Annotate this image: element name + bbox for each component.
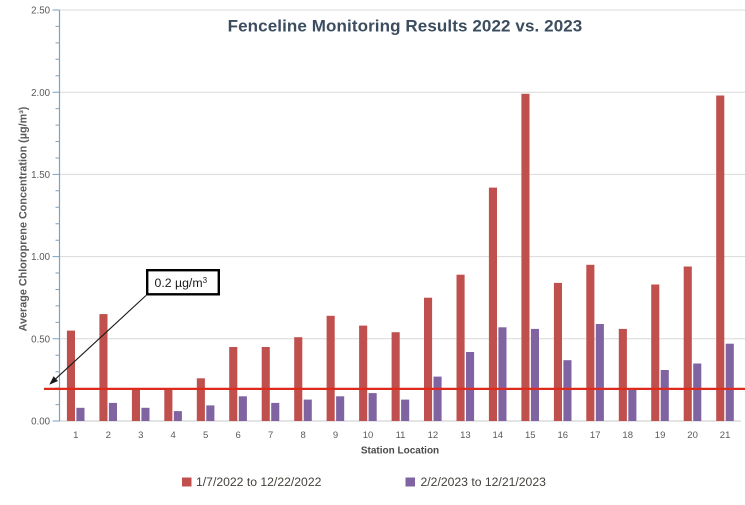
svg-text:20: 20 bbox=[687, 430, 698, 441]
svg-text:4: 4 bbox=[171, 430, 176, 441]
svg-text:18: 18 bbox=[622, 430, 633, 441]
svg-text:2.00: 2.00 bbox=[31, 88, 50, 99]
svg-text:Average Chloroprene Concentrat: Average Chloroprene Concentration (µg/m³… bbox=[18, 106, 30, 331]
svg-text:15: 15 bbox=[525, 430, 536, 441]
svg-text:0.2 µg/m3: 0.2 µg/m3 bbox=[155, 276, 208, 290]
svg-text:16: 16 bbox=[558, 430, 569, 441]
svg-text:17: 17 bbox=[590, 430, 601, 441]
svg-text:10: 10 bbox=[363, 430, 374, 441]
svg-text:1: 1 bbox=[73, 430, 78, 441]
svg-text:0.50: 0.50 bbox=[31, 334, 50, 345]
svg-text:19: 19 bbox=[655, 430, 666, 441]
svg-text:Fenceline Monitoring Results 2: Fenceline Monitoring Results 2022 vs. 20… bbox=[228, 17, 583, 36]
svg-text:5: 5 bbox=[203, 430, 208, 441]
svg-text:14: 14 bbox=[493, 430, 504, 441]
svg-text:12: 12 bbox=[428, 430, 439, 441]
svg-text:13: 13 bbox=[460, 430, 471, 441]
svg-text:2: 2 bbox=[106, 430, 111, 441]
svg-text:6: 6 bbox=[236, 430, 241, 441]
svg-text:0.00: 0.00 bbox=[31, 417, 50, 428]
svg-text:3: 3 bbox=[138, 430, 143, 441]
svg-text:7: 7 bbox=[268, 430, 273, 441]
svg-text:1/7/2022 to 12/22/2022: 1/7/2022 to 12/22/2022 bbox=[196, 475, 322, 489]
svg-text:Station Location: Station Location bbox=[361, 446, 439, 457]
svg-text:1.00: 1.00 bbox=[31, 252, 50, 263]
svg-text:1.50: 1.50 bbox=[31, 170, 50, 181]
svg-text:2/2/2023 to 12/21/2023: 2/2/2023 to 12/21/2023 bbox=[421, 475, 547, 489]
svg-text:21: 21 bbox=[720, 430, 731, 441]
svg-text:9: 9 bbox=[333, 430, 338, 441]
svg-text:11: 11 bbox=[396, 430, 406, 441]
svg-text:8: 8 bbox=[300, 430, 305, 441]
svg-text:2.50: 2.50 bbox=[31, 6, 50, 17]
